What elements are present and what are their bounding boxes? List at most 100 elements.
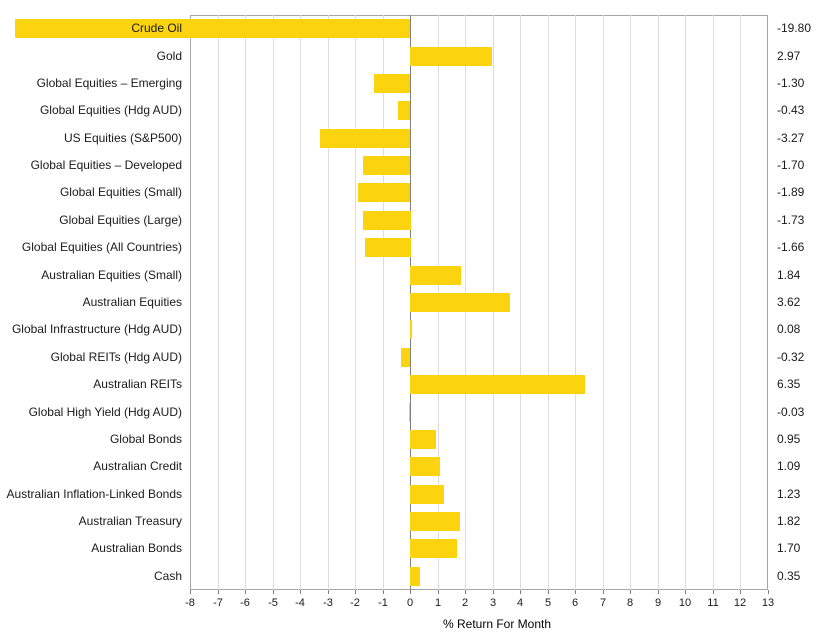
x-tick-mark xyxy=(630,590,631,594)
x-tick-label: 13 xyxy=(761,597,775,609)
category-label: Global Infrastructure (Hdg AUD) xyxy=(11,322,182,336)
value-label: -1.66 xyxy=(777,240,805,254)
category-label: Global Equities – Emerging xyxy=(36,76,182,90)
value-label: 1.84 xyxy=(777,268,801,282)
x-tick-label: 12 xyxy=(733,597,747,609)
x-tick-label: 0 xyxy=(406,597,414,609)
category-label: Australian REITs xyxy=(93,377,182,391)
bar xyxy=(363,156,410,175)
category-label: Australian Treasury xyxy=(78,514,182,528)
gridline xyxy=(630,15,631,590)
bar xyxy=(374,74,410,93)
gridline xyxy=(245,15,246,590)
x-tick-mark xyxy=(438,590,439,594)
x-tick-mark xyxy=(355,590,356,594)
gridline xyxy=(740,15,741,590)
x-tick-label: -4 xyxy=(295,597,305,609)
gridline xyxy=(548,15,549,590)
gridline xyxy=(685,15,686,590)
category-label: Global Bonds xyxy=(109,432,182,446)
category-label: Australian Equities xyxy=(82,295,182,309)
x-tick-label: 3 xyxy=(489,597,497,609)
bar xyxy=(410,457,440,476)
x-tick-mark xyxy=(273,590,274,594)
x-tick-label: 8 xyxy=(626,597,634,609)
bar xyxy=(365,238,411,257)
value-label: 6.35 xyxy=(777,377,801,391)
category-label: Global Equities (Hdg AUD) xyxy=(39,103,182,117)
bar xyxy=(410,567,420,586)
x-tick-label: 9 xyxy=(654,597,662,609)
bar xyxy=(401,348,410,367)
value-label: -1.30 xyxy=(777,76,805,90)
x-axis-title: % Return For Month xyxy=(442,617,552,631)
x-tick-label: 11 xyxy=(707,597,719,609)
bar xyxy=(410,430,436,449)
x-tick-mark xyxy=(658,590,659,594)
x-tick-mark xyxy=(603,590,604,594)
category-label: Cash xyxy=(153,569,182,583)
value-label: 2.97 xyxy=(777,49,801,63)
value-label: -1.89 xyxy=(777,185,805,199)
bar xyxy=(410,485,444,504)
x-tick-label: -3 xyxy=(323,597,333,609)
value-label: -0.32 xyxy=(777,350,805,364)
x-tick-label: 7 xyxy=(599,597,607,609)
x-tick-mark xyxy=(520,590,521,594)
value-label: 3.62 xyxy=(777,295,801,309)
value-label: 0.08 xyxy=(777,322,801,336)
bar xyxy=(409,403,410,422)
gridline xyxy=(300,15,301,590)
x-tick-label: -5 xyxy=(268,597,278,609)
gridline xyxy=(713,15,714,590)
value-label: -19.80 xyxy=(777,21,812,35)
bar xyxy=(410,539,457,558)
category-label: Australian Inflation-Linked Bonds xyxy=(6,487,182,501)
category-label: Crude Oil xyxy=(131,21,182,35)
value-label: -0.03 xyxy=(777,405,805,419)
value-label: 0.35 xyxy=(777,569,801,583)
bar xyxy=(358,183,410,202)
bar xyxy=(410,47,492,66)
x-tick-label: 4 xyxy=(516,597,524,609)
x-tick-label: 10 xyxy=(678,597,692,609)
x-tick-mark xyxy=(575,590,576,594)
x-tick-mark xyxy=(740,590,741,594)
bar xyxy=(15,19,410,38)
category-label: Australian Bonds xyxy=(91,541,182,555)
gridline xyxy=(658,15,659,590)
value-label: 1.09 xyxy=(777,459,801,473)
x-tick-mark xyxy=(685,590,686,594)
value-label: -3.27 xyxy=(777,131,805,145)
x-tick-mark xyxy=(713,590,714,594)
x-tick-mark xyxy=(190,590,191,594)
bar xyxy=(320,129,410,148)
category-label: Global High Yield (Hdg AUD) xyxy=(28,405,182,419)
x-tick-mark xyxy=(465,590,466,594)
value-label: 0.95 xyxy=(777,432,801,446)
gridline xyxy=(383,15,384,590)
x-tick-mark xyxy=(548,590,549,594)
x-tick-label: -2 xyxy=(350,597,360,609)
bar xyxy=(410,512,460,531)
x-tick-mark xyxy=(328,590,329,594)
value-label: 1.23 xyxy=(777,487,801,501)
x-tick-mark xyxy=(768,590,769,594)
x-tick-label: 5 xyxy=(544,597,552,609)
bar xyxy=(410,293,510,312)
category-label: Global Equities (All Countries) xyxy=(21,240,182,254)
category-label: Global Equities (Large) xyxy=(59,213,182,227)
category-label: Gold xyxy=(156,49,182,63)
bar xyxy=(410,320,412,339)
x-tick-mark xyxy=(218,590,219,594)
bar xyxy=(398,101,410,120)
bar xyxy=(363,211,411,230)
gridline xyxy=(520,15,521,590)
bar xyxy=(410,375,585,394)
x-tick-label: -8 xyxy=(185,597,195,609)
bar xyxy=(410,266,461,285)
category-label: Global REITs (Hdg AUD) xyxy=(50,350,182,364)
x-tick-label: 1 xyxy=(434,597,442,609)
gridline xyxy=(328,15,329,590)
